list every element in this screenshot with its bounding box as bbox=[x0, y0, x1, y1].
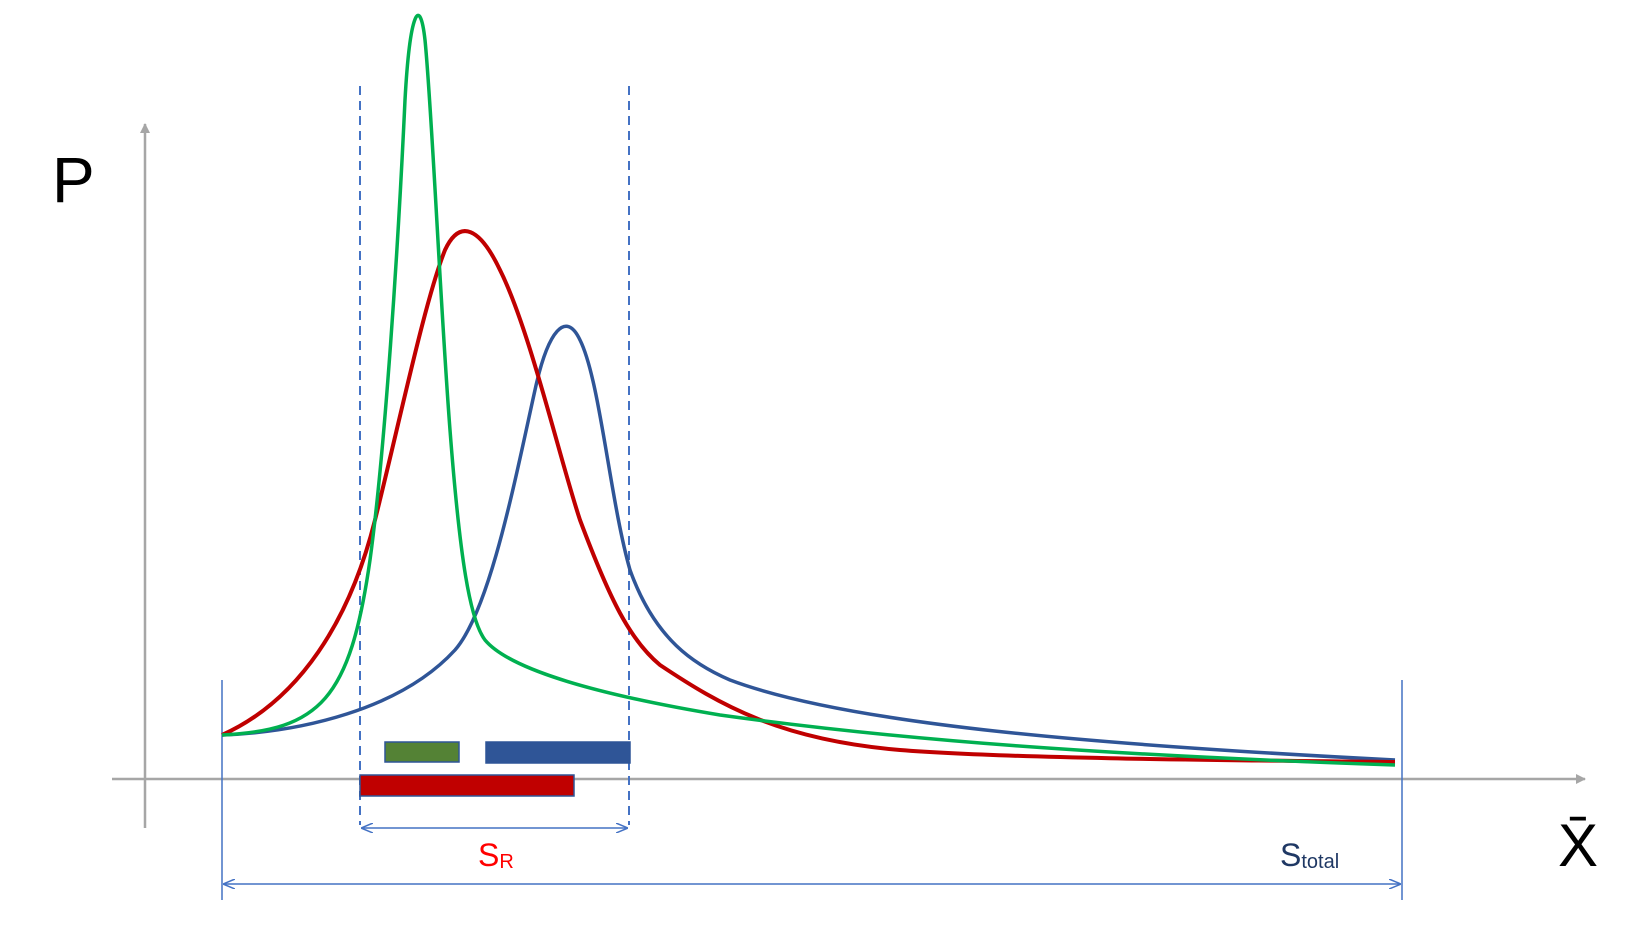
blue-curve bbox=[221, 324, 1396, 762]
x-axis-label: X̄ bbox=[1558, 812, 1598, 879]
s-total-label: Stotal bbox=[1280, 837, 1339, 873]
y-axis-label: P bbox=[52, 144, 95, 216]
green-bar bbox=[384, 741, 460, 763]
s-r-label: SR bbox=[478, 837, 514, 873]
red-curve bbox=[221, 229, 1396, 764]
green-curve bbox=[221, 13, 1396, 767]
red-bar bbox=[359, 774, 575, 797]
blue-bar bbox=[485, 741, 631, 764]
